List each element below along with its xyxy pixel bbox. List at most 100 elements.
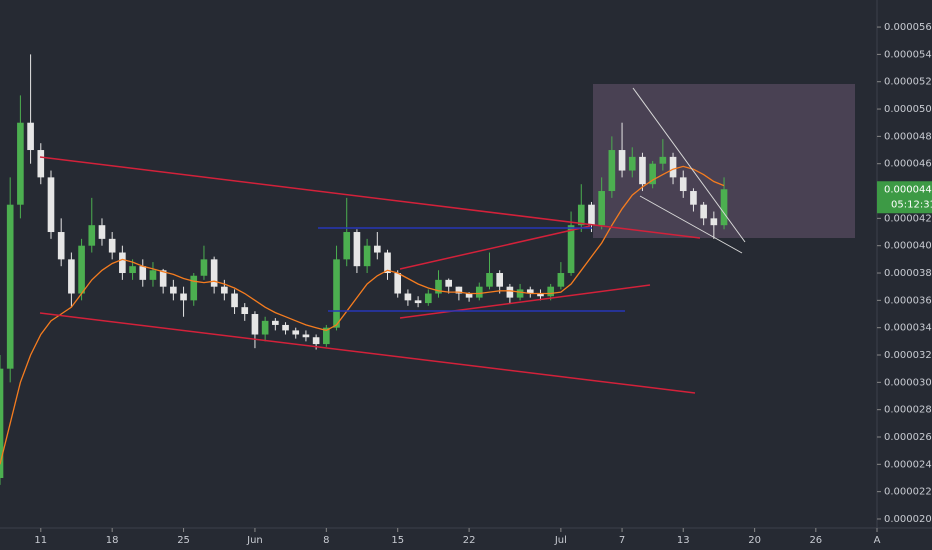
y-tick-label: 0.00002000 (884, 514, 932, 525)
x-tick-label: 20 (748, 535, 761, 546)
candle-body (221, 286, 228, 294)
candle-body (312, 337, 320, 345)
candle-body (445, 279, 453, 287)
wedge-line (639, 195, 743, 254)
trend-line (39, 156, 701, 239)
candle-body (27, 122, 34, 151)
trend-line (39, 312, 696, 394)
candle-body (577, 204, 585, 226)
candle-body (669, 156, 677, 178)
y-tick-label: 0.00005200 (884, 77, 932, 88)
y-tick-label: 0.00004200 (884, 213, 932, 224)
candle-body (241, 307, 249, 315)
x-tick-label: 8 (323, 535, 329, 546)
y-tick-label: 0.00003800 (884, 268, 932, 279)
x-tick-label: 15 (391, 535, 404, 546)
candle-body (261, 320, 269, 335)
candle-body (200, 259, 208, 276)
candle-body (659, 156, 667, 164)
candle-body (98, 225, 106, 239)
y-tick-label: 0.00003400 (884, 323, 932, 334)
y-tick-label: 0.00002200 (884, 487, 932, 498)
candle-body (119, 252, 126, 274)
candle-body (170, 286, 177, 294)
candle-body (6, 204, 14, 369)
candle-body (373, 245, 381, 253)
candle-body (292, 330, 300, 335)
candle-body (78, 245, 85, 294)
candle-body (628, 156, 636, 171)
candle-body (424, 293, 432, 304)
last-price-label: 0.00004413 (884, 184, 932, 195)
candle-body (333, 259, 340, 328)
candle-body (496, 273, 504, 287)
candle-body (180, 293, 187, 301)
candle-body (465, 293, 473, 298)
y-tick-label: 0.00003600 (884, 295, 932, 306)
candle-body (384, 252, 391, 274)
candle-body (108, 238, 116, 253)
candle-body (475, 286, 483, 298)
wedge-line (632, 87, 746, 243)
candle-body (363, 245, 371, 267)
candle-body (567, 225, 575, 274)
x-tick-label: 22 (463, 535, 476, 546)
x-tick-label: A (874, 535, 881, 546)
y-tick-label: 0.00004600 (884, 159, 932, 170)
candle-body (649, 163, 656, 185)
candle-body (547, 286, 554, 297)
candle-body (47, 177, 55, 233)
candle-body (394, 273, 402, 294)
candle-body (210, 259, 218, 287)
candle-body (720, 189, 728, 226)
candle-body (251, 314, 259, 335)
candle-body (690, 191, 697, 205)
x-tick-label: 11 (34, 535, 47, 546)
x-tick-label: 26 (809, 535, 822, 546)
trend-line (399, 225, 591, 270)
candle-body (149, 270, 157, 280)
candle-body (404, 293, 412, 301)
x-tick-label: Jun (246, 535, 263, 546)
x-tick-label: Jul (554, 535, 567, 546)
y-tick-label: 0.00005000 (884, 104, 932, 115)
y-tick-label: 0.00002400 (884, 459, 932, 470)
candle-body (486, 273, 493, 287)
countdown-label: 05:12:31 (891, 199, 932, 210)
candle-body (190, 275, 198, 301)
candle-body (455, 286, 463, 294)
candle-body (526, 289, 534, 294)
y-tick-label: 0.00005400 (884, 49, 932, 60)
y-tick-label: 0.00002600 (884, 432, 932, 443)
trend-line (399, 284, 651, 319)
candle-body (414, 300, 422, 304)
candle-body (598, 191, 605, 226)
x-tick-label: 13 (677, 535, 690, 546)
candle-body (353, 232, 361, 267)
x-tick-label: 7 (619, 535, 625, 546)
drawings (39, 87, 746, 394)
candle-body (0, 368, 4, 478)
candle-body (618, 150, 626, 171)
candle-body (302, 334, 310, 338)
candle-body (68, 259, 75, 294)
last-price-box (877, 181, 932, 214)
candle-body (506, 286, 514, 298)
candle-body (679, 177, 687, 192)
candle-body (516, 289, 524, 298)
moving-average (0, 165, 725, 465)
candle-body (129, 266, 136, 274)
y-tick-label: 0.00005600 (884, 22, 932, 33)
candle-body (435, 279, 442, 294)
x-tick-label: 18 (106, 535, 119, 546)
candle-body (588, 204, 595, 226)
candle-body (700, 204, 707, 219)
candle-body (37, 150, 45, 178)
y-tick-label: 0.00002800 (884, 405, 932, 416)
candle-body (159, 270, 167, 287)
candle-body (710, 218, 718, 226)
y-tick-label: 0.00004000 (884, 241, 932, 252)
candle-body (231, 293, 238, 308)
candle-body (272, 320, 279, 325)
